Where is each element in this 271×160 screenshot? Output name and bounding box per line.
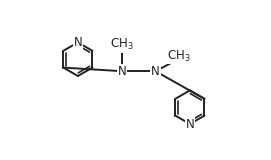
- Text: N: N: [186, 117, 194, 131]
- Text: N: N: [73, 36, 82, 49]
- Text: CH$_3$: CH$_3$: [167, 48, 191, 64]
- Text: CH$_3$: CH$_3$: [110, 37, 134, 52]
- Text: N: N: [151, 65, 160, 78]
- Text: N: N: [118, 65, 126, 78]
